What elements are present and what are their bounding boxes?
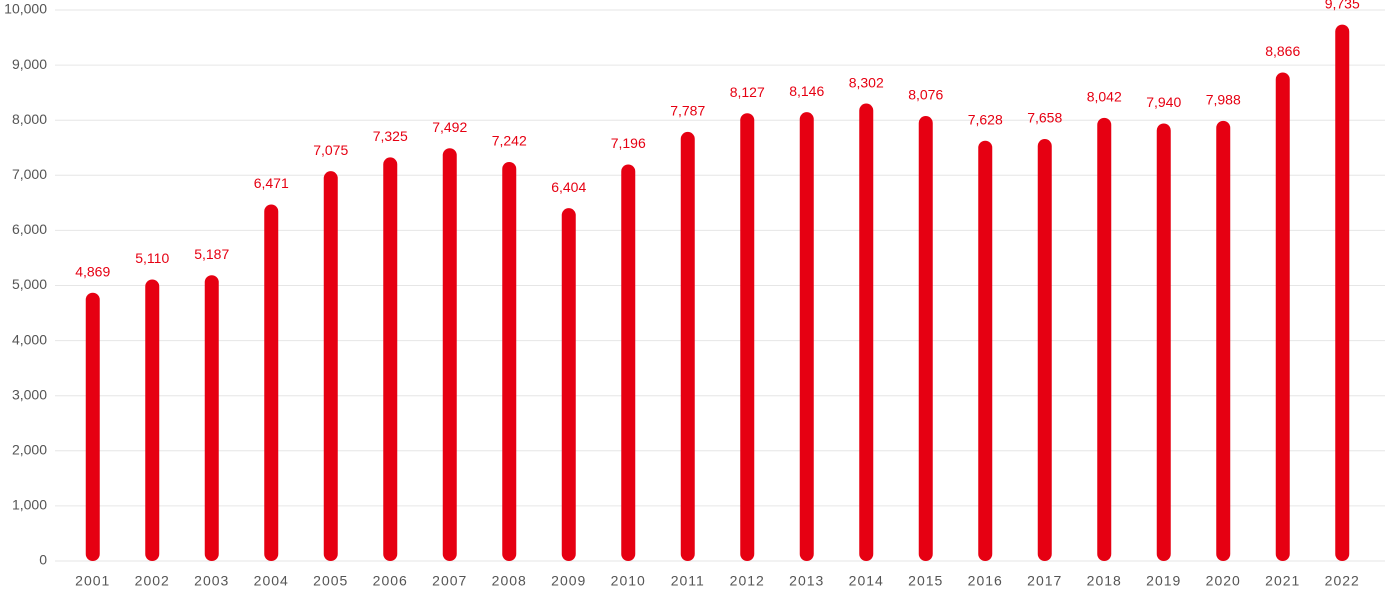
x-tick-label: 2005 xyxy=(313,573,348,589)
bar xyxy=(1275,72,1290,561)
x-tick-label: 2017 xyxy=(1027,573,1062,589)
bar xyxy=(145,279,160,561)
x-tick-label: 2016 xyxy=(968,573,1003,589)
bar xyxy=(1156,123,1171,562)
x-tick-label: 2012 xyxy=(730,573,765,589)
value-label: 9,735 xyxy=(1325,0,1360,11)
value-label: 8,042 xyxy=(1087,89,1122,105)
bar xyxy=(323,171,338,562)
value-label: 5,110 xyxy=(135,250,169,266)
value-label: 7,787 xyxy=(670,103,705,119)
bar xyxy=(1097,117,1112,561)
bar xyxy=(799,112,814,562)
x-tick-label: 2008 xyxy=(492,573,527,589)
x-tick-label: 2015 xyxy=(908,573,943,589)
value-label: 8,146 xyxy=(789,83,824,99)
x-tick-label: 2013 xyxy=(789,573,824,589)
value-label: 7,325 xyxy=(373,128,408,144)
y-tick-label: 0 xyxy=(39,552,47,568)
bar xyxy=(621,164,636,561)
y-tick-label: 10,000 xyxy=(4,1,47,17)
x-tick-label: 2020 xyxy=(1206,573,1241,589)
bar xyxy=(918,116,933,562)
bar xyxy=(740,113,755,561)
x-tick-label: 2006 xyxy=(373,573,408,589)
bar xyxy=(383,157,398,561)
value-label: 7,075 xyxy=(313,142,348,158)
value-label: 8,076 xyxy=(908,87,943,103)
x-tick-label: 2011 xyxy=(671,573,705,589)
x-tick-label: 2002 xyxy=(135,573,170,589)
value-label: 7,628 xyxy=(968,111,1003,127)
value-label: 6,471 xyxy=(254,175,289,191)
x-tick-label: 2021 xyxy=(1265,573,1300,589)
y-tick-label: 7,000 xyxy=(12,166,47,182)
bar xyxy=(1037,139,1052,562)
x-tick-label: 2001 xyxy=(75,573,110,589)
y-tick-label: 4,000 xyxy=(12,331,47,347)
y-tick-label: 8,000 xyxy=(12,111,47,127)
bar xyxy=(442,148,457,561)
y-tick-label: 9,000 xyxy=(12,56,47,72)
x-tick-label: 2007 xyxy=(432,573,467,589)
x-tick-label: 2010 xyxy=(611,573,646,589)
y-tick-label: 6,000 xyxy=(12,221,47,237)
x-tick-label: 2003 xyxy=(194,573,229,589)
bar xyxy=(680,131,695,562)
value-label: 5,187 xyxy=(194,246,229,262)
value-label: 7,988 xyxy=(1206,92,1241,108)
x-tick-label: 2009 xyxy=(551,573,586,589)
bar xyxy=(859,103,874,561)
bar xyxy=(264,204,279,561)
value-label: 7,940 xyxy=(1146,94,1181,110)
value-label: 4,869 xyxy=(75,263,110,279)
x-tick-label: 2004 xyxy=(254,573,289,589)
bar xyxy=(978,140,993,561)
x-tick-label: 2018 xyxy=(1087,573,1122,589)
x-tick-label: 2014 xyxy=(849,573,884,589)
bar xyxy=(1335,24,1350,561)
bar xyxy=(502,161,517,561)
value-label: 6,404 xyxy=(551,179,586,195)
y-tick-label: 5,000 xyxy=(12,276,47,292)
y-tick-label: 3,000 xyxy=(12,386,47,402)
value-label: 7,658 xyxy=(1027,110,1062,126)
value-label: 7,242 xyxy=(492,133,527,149)
bar xyxy=(561,208,576,562)
y-tick-label: 1,000 xyxy=(12,497,47,513)
value-label: 7,492 xyxy=(432,119,467,135)
value-label: 8,302 xyxy=(849,74,884,90)
x-tick-label: 2022 xyxy=(1325,573,1360,589)
bar xyxy=(1216,120,1231,561)
value-label: 7,196 xyxy=(611,135,646,151)
y-tick-label: 2,000 xyxy=(12,442,47,458)
value-label: 8,866 xyxy=(1265,43,1300,59)
x-tick-label: 2019 xyxy=(1146,573,1181,589)
bar xyxy=(85,292,100,561)
value-label: 8,127 xyxy=(730,84,765,100)
bar xyxy=(204,275,219,561)
